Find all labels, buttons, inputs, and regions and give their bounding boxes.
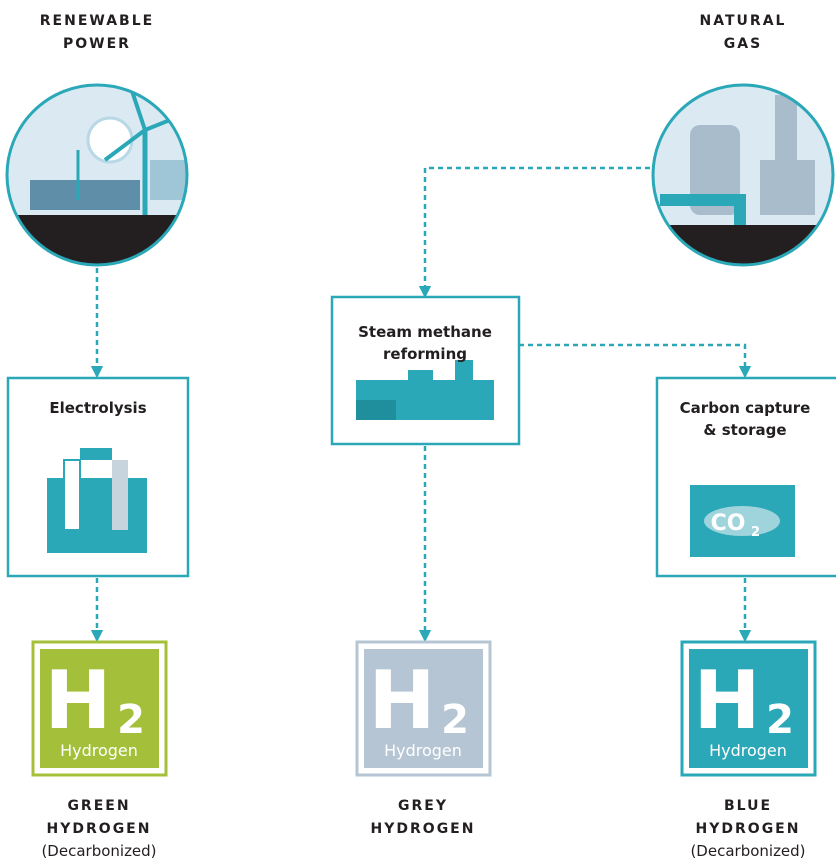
- process-label: Electrolysis: [49, 399, 146, 417]
- source-label: RENEWABLE: [40, 13, 154, 29]
- product-label: GREEN: [67, 798, 130, 814]
- arrow: [519, 343, 752, 379]
- process-label: Steam methane: [358, 323, 492, 341]
- circle-border: [5, 83, 189, 267]
- process-label: reforming: [383, 345, 467, 363]
- tile-subscript: 2: [441, 697, 469, 743]
- ccs-icon: [690, 485, 795, 557]
- co2-label: CO: [711, 511, 746, 536]
- source-label: POWER: [63, 36, 131, 52]
- product-note: (Decarbonized): [690, 842, 805, 860]
- tile-symbol: H: [694, 654, 761, 747]
- source-label: GAS: [724, 36, 762, 52]
- electrolysis-icon: [47, 448, 147, 553]
- process-label: Carbon capture: [680, 399, 811, 417]
- product-note: (Decarbonized): [41, 842, 156, 860]
- tile-name: Hydrogen: [60, 741, 138, 760]
- product-label: HYDROGEN: [696, 821, 801, 837]
- flows: [90, 166, 752, 643]
- tile-symbol: H: [369, 654, 436, 747]
- renewable-icon: [7, 85, 187, 265]
- tile-name: Hydrogen: [709, 741, 787, 760]
- tile-name: Hydrogen: [384, 741, 462, 760]
- circle-border: [651, 83, 835, 267]
- product-label: BLUE: [724, 798, 772, 814]
- tile: [689, 649, 808, 768]
- tile: [364, 649, 483, 768]
- tile-subscript: 2: [766, 697, 794, 743]
- product-label: HYDROGEN: [47, 821, 152, 837]
- tile-subscript: 2: [117, 697, 145, 743]
- co2-sub: 2: [751, 525, 760, 540]
- smr-icon: [356, 360, 494, 420]
- product-label: HYDROGEN: [371, 821, 476, 837]
- process-label: & storage: [703, 421, 786, 439]
- source-label: NATURAL: [700, 13, 787, 29]
- tile-symbol: H: [45, 654, 112, 747]
- tile: [40, 649, 159, 768]
- arrow: [418, 166, 650, 299]
- product-label: GREY: [398, 798, 448, 814]
